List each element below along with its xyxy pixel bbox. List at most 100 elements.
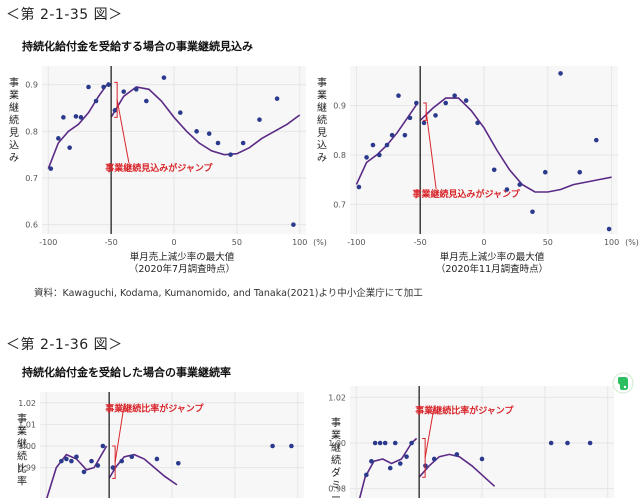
y-axis-label-char: 続	[9, 114, 19, 127]
data-point	[240, 140, 246, 146]
data-point	[74, 454, 79, 460]
jump-bracket	[423, 102, 427, 121]
chart-continuation-outlook-november: 0.7 0.8 0.9 -100 -50 0 50 100 (%) 単月売上減少率の最大値（202…	[317, 66, 639, 275]
data-point	[372, 440, 378, 446]
y-tick-label: 0.99	[18, 464, 36, 473]
x-unit-label: (%)	[625, 238, 639, 247]
data-point	[542, 169, 548, 175]
data-point	[377, 440, 383, 446]
y-axis-label: 事業継続比率	[17, 412, 27, 488]
data-point	[215, 140, 221, 146]
y-axis-label-char: 比	[17, 463, 27, 475]
data-point	[64, 456, 69, 462]
data-point	[356, 184, 362, 190]
data-point	[396, 93, 401, 98]
data-point	[121, 89, 127, 94]
data-point	[161, 75, 167, 80]
y-axis-label-char: 続	[17, 450, 27, 463]
y-axis-label-char: 続	[317, 114, 327, 127]
jump-annotation: 事業継続見込みがジャンプ	[412, 188, 520, 200]
fit-curve-right	[419, 97, 612, 193]
chart-continuation-rate-left: 0.99 1.00 1.01 1.02 事業継続比率 事業継続比率がジャンプ	[17, 392, 304, 498]
data-point	[228, 152, 233, 157]
figure-title-36: ＜第 2-1-36 図＞	[6, 337, 123, 353]
data-point	[129, 454, 135, 460]
data-point	[404, 454, 409, 459]
data-point	[443, 100, 449, 106]
y-tick-label: 1.00	[328, 439, 346, 448]
x-tick-label: -100	[39, 238, 57, 247]
data-point	[206, 131, 212, 136]
y-axis-label-char: 継	[9, 101, 19, 114]
figure-subtitle-35: 持続化給付金を受給する場合の事業継続見込み	[22, 40, 253, 53]
data-point	[421, 120, 427, 126]
data-point	[89, 458, 94, 464]
data-point	[389, 132, 395, 138]
data-point	[291, 222, 296, 227]
data-point	[257, 117, 262, 122]
fit-curve-right	[110, 86, 301, 156]
x-tick-label: 100	[292, 238, 307, 247]
y-axis-label-char: 見	[9, 127, 19, 139]
jump-annotation: 事業継続比率がジャンプ	[415, 404, 514, 416]
x-tick-label: 0	[481, 238, 486, 247]
y-axis-label-char: ダ	[331, 466, 341, 479]
data-point	[407, 115, 413, 121]
data-point	[364, 472, 369, 478]
data-point	[81, 469, 87, 475]
annotation-leader	[114, 403, 125, 463]
y-axis-label: 事業継続見込み	[9, 76, 19, 164]
fit-curve-left	[47, 81, 110, 169]
data-point	[133, 87, 139, 92]
y-axis-label-char: み	[9, 153, 19, 164]
data-point	[48, 166, 54, 171]
y-tick-label: 0.8	[333, 151, 346, 160]
x-tick-label: 100	[604, 238, 619, 247]
data-point	[144, 98, 149, 104]
evernote-icon[interactable]	[612, 372, 634, 394]
data-point	[56, 136, 61, 141]
y-axis-label-char: 業	[317, 89, 327, 102]
y-axis-label-char: 継	[331, 441, 341, 454]
data-point	[491, 167, 497, 173]
data-point	[548, 440, 554, 446]
figure-subtitle-36: 持続化給付金を受給した場合の事業継続率	[22, 366, 231, 379]
y-axis-label-char: み	[317, 153, 327, 164]
x-axis-label: 単月売上減少率の最大値	[440, 251, 545, 263]
data-point	[594, 137, 599, 143]
y-axis-label-char: 業	[331, 429, 341, 442]
x-tick-label: -50	[414, 238, 427, 247]
data-point	[392, 440, 398, 446]
data-point	[175, 460, 181, 466]
annotation-leader	[116, 99, 130, 164]
data-point	[270, 443, 275, 449]
y-tick-label: 0.6	[25, 221, 38, 230]
data-point	[463, 98, 469, 103]
x-tick-label: 50	[232, 238, 242, 247]
fit-curve-right	[418, 453, 496, 487]
data-point	[59, 458, 64, 464]
data-point	[475, 120, 480, 126]
y-axis-label-char: 続	[331, 454, 341, 467]
y-axis-label-char: 事	[17, 412, 27, 425]
y-tick-label: 0.9	[333, 102, 346, 111]
y-tick-label: 1.02	[18, 399, 36, 408]
annotation-leader	[425, 111, 437, 190]
data-point	[384, 142, 390, 148]
data-point	[86, 84, 91, 90]
data-point	[78, 115, 84, 120]
data-point	[364, 155, 369, 160]
data-point	[606, 226, 612, 232]
data-point	[397, 461, 403, 466]
data-point	[73, 114, 79, 119]
data-point	[479, 456, 485, 462]
data-point	[101, 84, 106, 90]
data-point	[369, 458, 374, 464]
y-axis-label-char: 見	[317, 127, 327, 139]
y-axis-label-char: 業	[9, 89, 19, 102]
data-point	[110, 465, 116, 470]
x-tick-label: -100	[347, 238, 365, 247]
x-tick-label: 50	[543, 238, 553, 247]
data-point	[577, 169, 583, 175]
y-axis-label: 事業継続見込み	[317, 76, 327, 164]
